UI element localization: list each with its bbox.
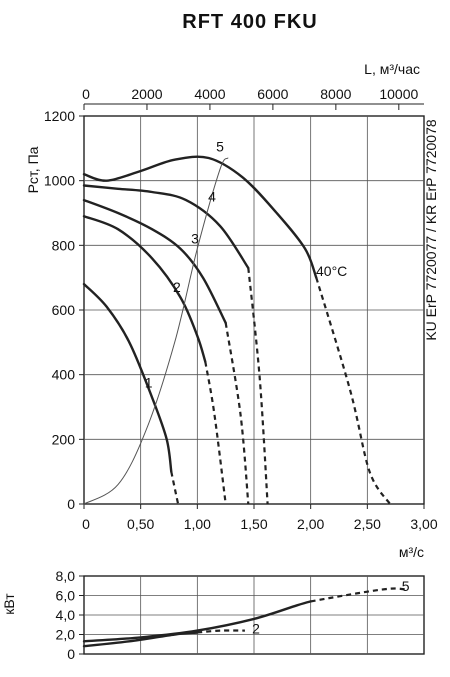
x-tick-label: 3,00: [410, 516, 437, 532]
x-tick-label: 1,50: [240, 516, 267, 532]
main-series-4-dashed: [247, 267, 269, 505]
main-series-5-solid: [82, 155, 318, 279]
main-grid: [79, 103, 425, 509]
power-y-tick-label: 2,0: [56, 627, 76, 643]
power-series-5-dashed: [310, 587, 408, 603]
top-tick-label: 8000: [320, 86, 351, 102]
power-series-2-solid: [82, 631, 199, 648]
y-tick-label: 400: [52, 367, 76, 383]
power-y-tick-label: 6,0: [56, 588, 76, 604]
power-y-tick-label: 4,0: [56, 607, 76, 623]
tick-labels: 0 0,50 1,00 1,50 2,00 2,50 3,00020040060080010…: [44, 86, 438, 662]
curve-label-3: 3: [191, 231, 199, 247]
side-label: KU ErP 7720077 / KR ErP 7720078: [423, 119, 439, 341]
x-tick-label: 0: [82, 516, 90, 532]
y-tick-label: 800: [52, 237, 76, 253]
main-series-2-dashed: [204, 361, 227, 505]
power-curve-label-2: 2: [252, 621, 260, 637]
y-tick-label: 0: [67, 496, 75, 512]
main-series-4-solid: [82, 184, 250, 270]
power-series-5-solid: [82, 600, 312, 643]
curve-label-1: 1: [145, 375, 153, 391]
main-series-3-solid: [82, 198, 227, 325]
top-axis-label: L, м³/час: [364, 61, 420, 77]
main-series-3-dashed: [224, 322, 250, 505]
top-tick-label: 4000: [194, 86, 225, 102]
y-tick-label: 600: [52, 302, 76, 318]
main-series-2-solid: [82, 215, 207, 363]
power-series-2-dashed: [197, 629, 245, 634]
power-grid: [79, 575, 425, 655]
top-tick-label: 2000: [131, 86, 162, 102]
top-tick-label: 0: [82, 86, 90, 102]
main-series-1-solid: [82, 282, 173, 473]
y-axis-label: Pст, Па: [25, 146, 41, 193]
x-tick-label: 0,50: [127, 516, 154, 532]
top-tick-label: 6000: [257, 86, 288, 102]
power-curve-label-5: 5: [402, 578, 410, 594]
power-y-tick-label: 8,0: [56, 568, 76, 584]
temperature-annotation: 40°C: [316, 263, 347, 279]
y-tick-label: 1000: [44, 173, 75, 189]
top-tick-label: 10000: [379, 86, 418, 102]
power-y-tick-label: 0: [67, 646, 75, 662]
curve-label-2: 2: [173, 279, 181, 295]
x-tick-label: 2,50: [354, 516, 381, 532]
main-series-40°C-solid: [83, 157, 229, 505]
curve-label-5: 5: [216, 139, 224, 155]
main-series-1-dashed: [170, 471, 180, 505]
main-series-5-dashed: [315, 277, 391, 505]
y-tick-label: 1200: [44, 108, 75, 124]
chart-title: RFT 400 FKU: [182, 11, 317, 33]
x-axis-label: м³/с: [399, 544, 424, 560]
x-tick-label: 1,00: [184, 516, 211, 532]
y-tick-label: 200: [52, 431, 76, 447]
x-tick-label: 2,00: [297, 516, 324, 532]
curve-label-4: 4: [208, 189, 216, 205]
curve-labels: 1 2 3 4 5 5 2: [145, 139, 410, 637]
curves: [82, 155, 408, 648]
power-y-axis-label: кВт: [1, 593, 17, 615]
